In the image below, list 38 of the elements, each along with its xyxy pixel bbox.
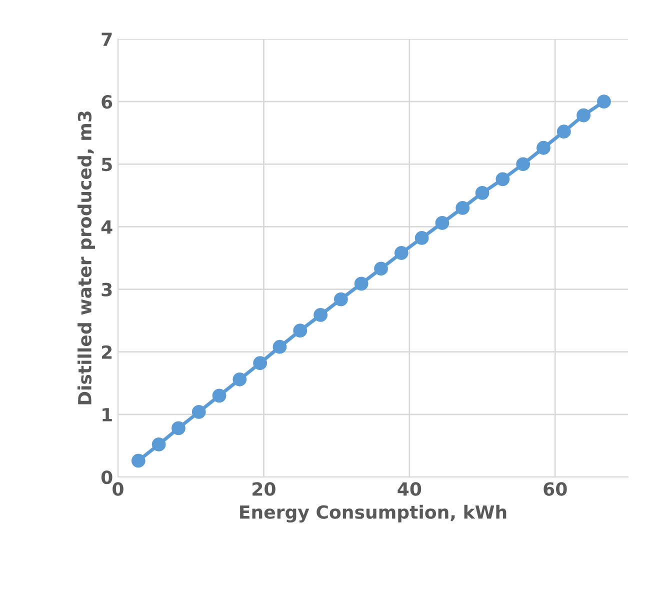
point [394,246,408,260]
point [435,216,450,230]
y-axis-title: Distilled water produced, m3 [78,111,96,404]
point [232,372,247,386]
point [192,404,206,419]
y-tick-label: 4 [101,220,112,234]
x-tick-label: 20 [252,482,276,496]
point [414,231,429,245]
x-axis-title: Energy Consumption, kWh [240,504,506,523]
point [556,124,571,139]
point [212,388,226,403]
point [516,157,530,172]
point [272,340,287,354]
y-tick-label: 7 [102,32,112,46]
point [456,201,470,215]
y-tick-label: 6 [102,95,112,109]
point [314,308,328,322]
point [576,108,590,122]
y-tick-label: 2 [102,345,112,359]
point [475,186,490,200]
point [374,262,388,276]
point [293,324,308,338]
y-tick-label: 3 [102,282,112,296]
point [152,438,166,452]
x-tick-label: 0 [112,482,124,496]
point [131,454,146,468]
y-tick-label: 0 [101,470,112,484]
point [496,172,510,186]
point [536,140,550,155]
point [354,276,368,291]
point [253,356,268,370]
x-tick-label: 40 [398,482,422,496]
point [172,421,186,436]
y-tick-label: 1 [102,408,112,422]
point [334,292,348,306]
x-tick-label: 60 [544,482,567,496]
y-tick-label: 5 [102,158,112,172]
point [597,94,611,109]
